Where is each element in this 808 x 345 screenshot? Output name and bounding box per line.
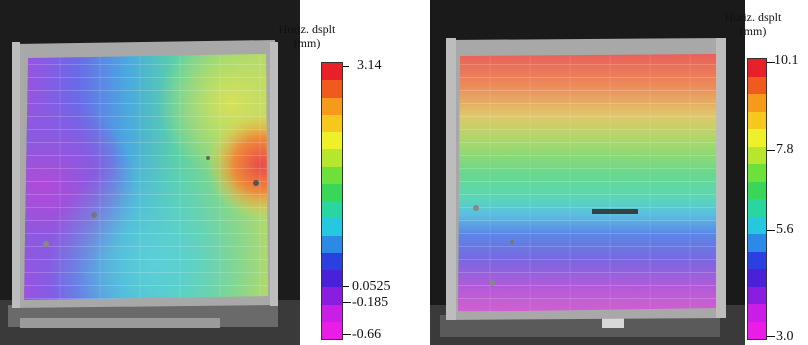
left-tick-label-4: -0.66 bbox=[352, 327, 382, 342]
colorbar-segment bbox=[748, 234, 766, 252]
colorbar-segment bbox=[322, 235, 342, 253]
colorbar-segment bbox=[322, 321, 342, 339]
right-specimen-photo bbox=[430, 0, 745, 345]
left-specimen-photo bbox=[0, 0, 300, 345]
colorbar-segment bbox=[748, 76, 766, 94]
colorbar-segment bbox=[322, 97, 342, 115]
colorbar-segment bbox=[748, 59, 766, 77]
colorbar-segment bbox=[322, 218, 342, 236]
colorbar-segment bbox=[322, 166, 342, 184]
colorbar-segment bbox=[748, 181, 766, 199]
colorbar-segment bbox=[748, 304, 766, 322]
colorbar-segment bbox=[748, 269, 766, 287]
right-colorbar bbox=[747, 58, 767, 340]
left-colorbar-title-line2: (mm) bbox=[293, 36, 321, 50]
right-tick-label-3: 5.6 bbox=[776, 222, 794, 237]
left-tick-mark-3 bbox=[343, 302, 351, 303]
colorbar-segment bbox=[748, 129, 766, 147]
colorbar-segment bbox=[322, 80, 342, 98]
colorbar-segment bbox=[748, 94, 766, 112]
right-tick-mark-3 bbox=[767, 230, 775, 231]
colorbar-segment bbox=[322, 287, 342, 305]
left-tick-mark-4 bbox=[343, 334, 351, 335]
colorbar-segment bbox=[322, 149, 342, 167]
colorbar-segment bbox=[322, 252, 342, 270]
colorbar-segment bbox=[322, 132, 342, 150]
right-tick-mark-4 bbox=[767, 336, 775, 337]
right-colorbar-title-line2: (mm) bbox=[739, 24, 767, 38]
colorbar-segment bbox=[322, 63, 342, 81]
right-tick-mark-1 bbox=[767, 62, 775, 63]
left-tick-mark-2 bbox=[343, 286, 349, 287]
right-tick-label-1: 10.1 bbox=[774, 53, 799, 68]
colorbar-segment bbox=[322, 183, 342, 201]
right-colorbar-title-line1: Horiz. dsplt bbox=[724, 10, 782, 24]
colorbar-segment bbox=[322, 201, 342, 219]
left-colorbar-title: Horiz. dsplt (mm) bbox=[262, 22, 352, 50]
right-tick-label-4: 3.0 bbox=[776, 329, 794, 344]
colorbar-segment bbox=[322, 114, 342, 132]
left-tick-label-1: 3.14 bbox=[357, 58, 382, 73]
colorbar-segment bbox=[322, 270, 342, 288]
right-tick-mark-2 bbox=[767, 150, 775, 151]
right-panel: Horiz. dsplt (mm) 10.1 7.8 5.6 3.0 bbox=[400, 0, 808, 345]
colorbar-segment bbox=[748, 199, 766, 217]
right-colorbar-title: Horiz. dsplt (mm) bbox=[708, 10, 798, 38]
colorbar-segment bbox=[748, 286, 766, 304]
colorbar-segment bbox=[748, 111, 766, 129]
left-tick-label-2: 0.0525 bbox=[352, 279, 391, 294]
colorbar-segment bbox=[748, 251, 766, 269]
colorbar-segment bbox=[748, 321, 766, 339]
colorbar-segment bbox=[748, 216, 766, 234]
colorbar-segment bbox=[748, 164, 766, 182]
right-tick-label-2: 7.8 bbox=[776, 142, 794, 157]
colorbar-segment bbox=[748, 146, 766, 164]
left-panel: Horiz. dsplt (mm) 3.14 0.0525 -0.185 -0.… bbox=[0, 0, 400, 345]
colorbar-segment bbox=[322, 304, 342, 322]
left-colorbar-title-line1: Horiz. dsplt bbox=[278, 22, 336, 36]
left-tick-label-3: -0.185 bbox=[352, 295, 389, 310]
left-tick-mark-1 bbox=[343, 66, 349, 67]
left-colorbar bbox=[321, 62, 343, 340]
